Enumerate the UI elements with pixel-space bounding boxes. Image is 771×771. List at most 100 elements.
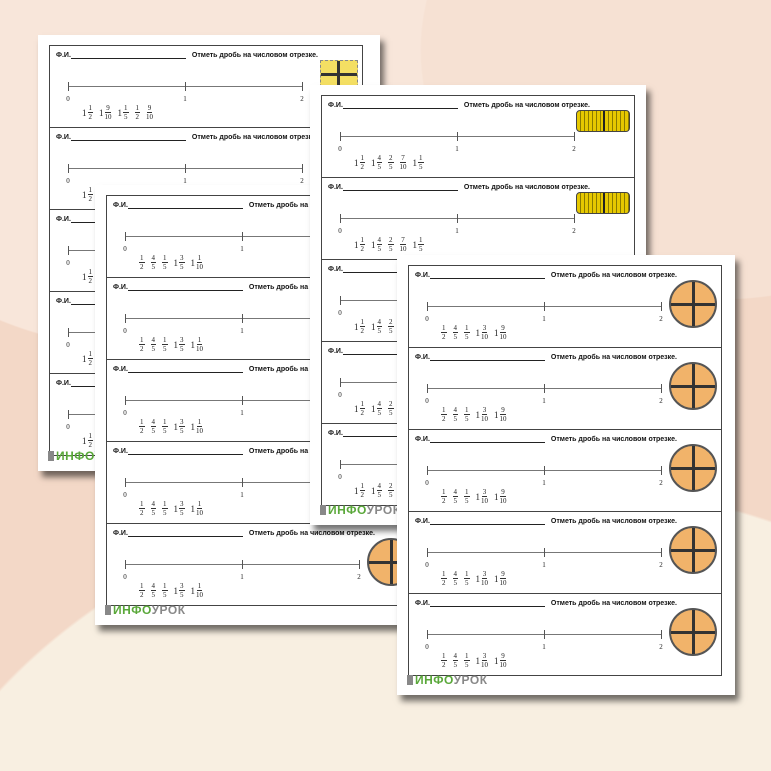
strip-header: Ф.И. Отметь дробь на числовом отрезке. <box>415 271 677 279</box>
number-line-tick <box>457 132 458 141</box>
number-line: 0 1 2 <box>338 214 576 235</box>
number-line-tick <box>427 548 428 557</box>
corn-icon <box>576 110 630 132</box>
fraction-denominator: 5 <box>389 327 393 335</box>
fraction-numerator: 3 <box>179 582 185 591</box>
task-text: Отметь дробь на числовом отрезке. <box>248 530 375 537</box>
strip-header: Ф.И. Отметь дробь на числовом отрезке. <box>415 517 677 525</box>
number-line: 0 1 2 <box>66 82 304 103</box>
number-line-tick <box>661 466 662 475</box>
fraction-denominator: 5 <box>163 345 167 353</box>
fraction-numerator: 3 <box>481 488 488 497</box>
cookie-icon <box>367 538 400 586</box>
logo-text: УРОК <box>151 603 186 617</box>
fraction-list: 1 2 4 5 1 5 1 3 5 1 1 10 <box>139 418 203 435</box>
tick-label: 1 <box>240 491 244 499</box>
tick-label: 1 <box>542 561 546 569</box>
fraction-numerator: 9 <box>146 104 153 113</box>
fraction-numerator: 1 <box>87 104 93 113</box>
fraction-whole: 1 <box>173 585 179 596</box>
name-label: Ф.И. <box>328 266 343 273</box>
fraction-whole: 1 <box>371 321 376 332</box>
tick-label: 0 <box>425 315 429 323</box>
fraction-denominator: 5 <box>151 263 156 271</box>
fraction-numerator: 1 <box>441 570 447 579</box>
number-line: 0 1 2 <box>425 548 663 569</box>
fraction-numerator: 1 <box>87 186 93 195</box>
fraction-whole: 1 <box>412 239 418 250</box>
fraction-list: 1 2 4 5 1 5 1 3 5 1 1 10 <box>139 254 203 271</box>
fraction-whole: 1 <box>173 503 179 514</box>
fraction-numerator: 1 <box>464 570 470 579</box>
fraction-denominator: 5 <box>453 661 458 669</box>
tick-label: 1 <box>240 573 244 581</box>
infourok-logo: ИНФОУРОК <box>320 503 401 517</box>
fraction-denominator: 10 <box>499 497 507 505</box>
fraction-denominator: 5 <box>465 579 469 587</box>
fraction-whole: 1 <box>494 409 499 420</box>
number-line: 0 1 2 <box>123 560 361 581</box>
fraction-denominator: 2 <box>442 497 446 505</box>
tick-label: 1 <box>542 315 546 323</box>
task-text: Отметь дробь на числовом отрезке. <box>550 600 677 607</box>
fraction-numerator: 1 <box>87 350 93 359</box>
fraction-numerator: 3 <box>179 336 185 345</box>
name-blank-line <box>70 51 186 59</box>
fraction-list: 1 2 4 5 1 5 1 3 5 1 1 10 <box>139 336 203 353</box>
fraction-whole: 1 <box>412 157 418 168</box>
tick-label: 1 <box>183 177 187 185</box>
fraction-denominator: 2 <box>360 491 365 499</box>
fraction-numerator: 4 <box>452 652 458 661</box>
picture <box>576 192 630 214</box>
tick-label: 0 <box>66 177 70 185</box>
fraction-denominator: 2 <box>140 263 144 271</box>
logo-mark-icon <box>48 451 54 461</box>
number-line-tick <box>302 82 303 91</box>
fraction-whole: 1 <box>173 257 179 268</box>
tick-label: 1 <box>240 245 244 253</box>
fraction-whole: 1 <box>173 421 179 432</box>
tick-label: 2 <box>659 479 663 487</box>
fraction-numerator: 1 <box>464 324 470 333</box>
tick-label: 1 <box>240 327 244 335</box>
fraction-part: 3 10 <box>481 324 488 341</box>
fraction-numerator: 7 <box>400 154 406 163</box>
tick-label: 1 <box>542 479 546 487</box>
fraction-denominator: 2 <box>360 327 365 335</box>
fraction-denominator: 5 <box>124 113 128 121</box>
tick-label: 0 <box>425 397 429 405</box>
number-line-tick <box>125 232 126 241</box>
fraction-denominator: 5 <box>163 263 167 271</box>
fraction-numerator: 2 <box>388 318 394 327</box>
tick-label: 0 <box>123 409 127 417</box>
name-blank-line <box>429 353 545 361</box>
